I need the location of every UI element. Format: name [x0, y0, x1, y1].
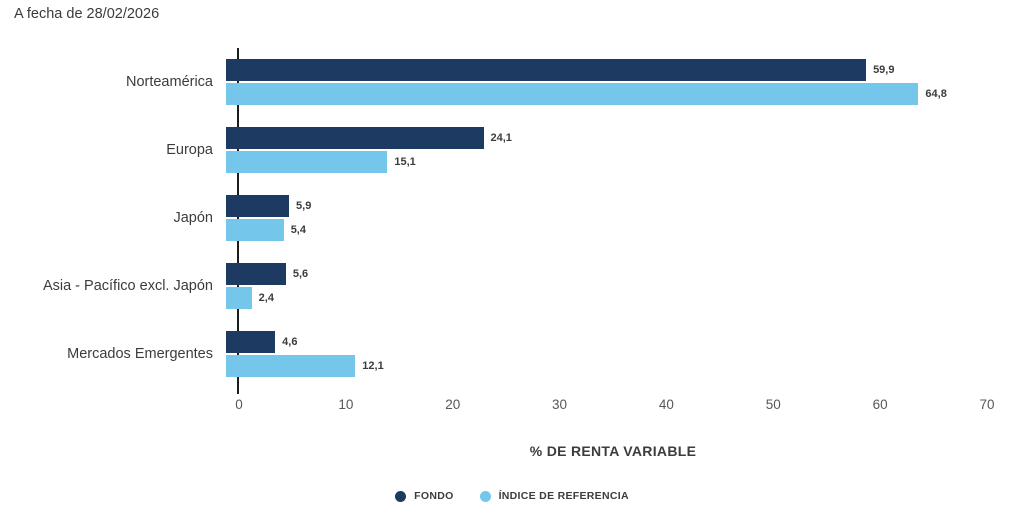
legend-label: ÍNDICE DE REFERENCIA: [498, 490, 629, 502]
category-label: Norteamérica: [125, 74, 213, 90]
bar-line: 5,6: [226, 263, 974, 285]
bar-fondo: [226, 127, 484, 149]
bars-group: 5,9 5,4: [226, 195, 974, 241]
x-tick-label: 50: [765, 397, 781, 412]
legend-item: ÍNDICE DE REFERENCIA: [479, 490, 629, 502]
chart-date-label: A fecha de 28/02/2026: [14, 6, 160, 22]
bar-indice: [226, 219, 284, 241]
bar-value-label: 24,1: [490, 132, 512, 144]
legend-dot-icon: [479, 490, 491, 502]
bar-line: 5,4: [226, 219, 974, 241]
x-tick-label: 60: [872, 397, 888, 412]
bar-indice: [226, 287, 252, 309]
chart-rows: Norteamérica 59,9 64,8 Europa 24,1 15,1 Japón 5…: [0, 48, 1024, 388]
bar-line: 4,6: [226, 331, 974, 353]
bar-indice: [226, 83, 919, 105]
legend-label: FONDO: [414, 490, 454, 502]
bars-group: 24,1 15,1: [226, 127, 974, 173]
bar-value-label: 5,9: [296, 200, 312, 212]
bar-chart: Norteamérica 59,9 64,8 Europa 24,1 15,1 Japón 5…: [0, 48, 1024, 388]
chart-row: Norteamérica 59,9 64,8: [0, 48, 1024, 116]
bar-value-label: 12,1: [362, 360, 384, 372]
chart-row: Asia - Pacífico excl. Japón 5,6 2,4: [0, 252, 1024, 320]
bar-indice: [226, 355, 356, 377]
x-tick-label: 10: [338, 397, 354, 412]
bar-fondo: [226, 263, 286, 285]
bars-group: 4,6 12,1: [226, 331, 974, 377]
legend-item: FONDO: [395, 490, 453, 502]
bar-line: 24,1: [226, 127, 974, 149]
x-tick-label: 40: [658, 397, 674, 412]
bar-fondo: [226, 331, 276, 353]
bar-line: 59,9: [226, 59, 974, 81]
bar-line: 12,1: [226, 355, 974, 377]
x-tick-label: 70: [979, 397, 995, 412]
x-axis-ticks: 0 10 20 30 40 50 60 70: [235, 394, 994, 414]
x-tick-label: 30: [552, 397, 568, 412]
bars-group: 59,9 64,8: [226, 59, 974, 105]
x-axis-title: % DE RENTA VARIABLE: [529, 443, 697, 459]
x-tick-label: 20: [445, 397, 461, 412]
bar-line: 15,1: [226, 151, 974, 173]
x-tick-label: 0: [235, 397, 243, 412]
chart-row: Europa 24,1 15,1: [0, 116, 1024, 184]
bar-value-label: 5,6: [292, 268, 309, 280]
bar-value-label: 5,4: [290, 224, 306, 236]
category-label: Europa: [166, 142, 213, 158]
chart-row: Mercados Emergentes 4,6 12,1: [0, 320, 1024, 388]
bar-line: 2,4: [226, 287, 974, 309]
bar-value-label: 4,6: [282, 336, 298, 348]
bars-group: 5,6 2,4: [226, 263, 974, 309]
chart-row: Japón 5,9 5,4: [0, 184, 1024, 252]
bar-value-label: 59,9: [873, 64, 895, 76]
category-label: Mercados Emergentes: [67, 346, 213, 362]
bar-fondo: [226, 195, 290, 217]
bar-value-label: 15,1: [394, 156, 416, 168]
bar-fondo: [226, 59, 867, 81]
chart-legend: FONDO ÍNDICE DE REFERENCIA: [0, 490, 1024, 502]
bar-indice: [226, 151, 388, 173]
legend-dot-icon: [395, 490, 407, 502]
bar-value-label: 2,4: [258, 292, 274, 304]
bar-line: 5,9: [226, 195, 974, 217]
category-label: Japón: [173, 210, 213, 226]
bar-line: 64,8: [226, 83, 974, 105]
category-label: Asia - Pacífico excl. Japón: [42, 278, 213, 294]
bar-value-label: 64,8: [925, 88, 947, 100]
